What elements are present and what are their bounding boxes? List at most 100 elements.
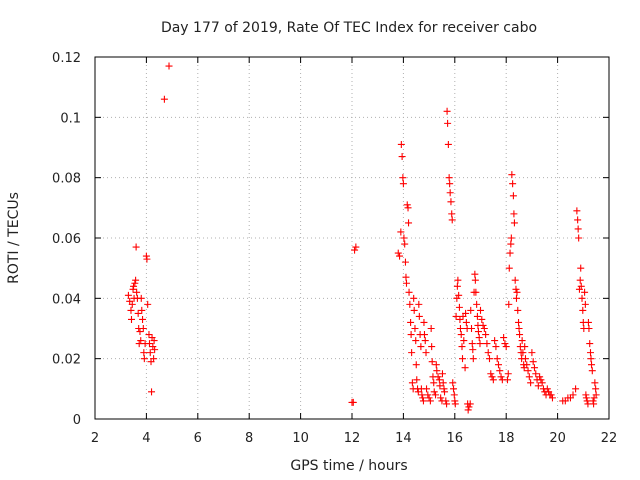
data-point — [418, 391, 426, 399]
data-point — [136, 328, 144, 336]
data-point — [419, 394, 427, 402]
data-point — [425, 394, 433, 402]
data-point — [505, 264, 513, 272]
data-point — [464, 406, 472, 414]
data-point — [415, 300, 423, 308]
data-point — [480, 325, 488, 332]
data-point — [422, 349, 430, 357]
data-point — [132, 276, 140, 284]
x-tick-label: 10 — [292, 431, 309, 446]
data-point — [482, 331, 490, 339]
data-point — [548, 394, 556, 402]
data-point — [140, 355, 148, 363]
data-point — [472, 288, 480, 296]
data-point — [537, 376, 545, 384]
data-point — [442, 397, 450, 405]
data-point — [139, 315, 147, 323]
data-point — [437, 394, 445, 402]
x-tick-label: 22 — [601, 431, 618, 446]
data-point — [401, 258, 409, 266]
data-point — [415, 312, 423, 320]
data-point — [448, 216, 456, 224]
data-point — [144, 300, 152, 308]
data-point — [451, 400, 459, 408]
chart-title: Day 177 of 2019, Rate Of TEC Index for r… — [161, 20, 537, 36]
x-tick-label: 12 — [344, 431, 361, 446]
data-point — [397, 228, 405, 236]
data-point — [432, 361, 440, 369]
data-point — [521, 355, 529, 363]
data-point — [403, 201, 411, 209]
data-point — [132, 243, 140, 251]
data-point — [435, 376, 443, 384]
data-point — [406, 300, 414, 308]
data-point — [444, 140, 452, 148]
data-point — [441, 388, 449, 396]
data-point — [530, 364, 538, 372]
y-axis-label: ROTI / TECUs — [6, 192, 22, 284]
data-point — [575, 285, 583, 293]
data-point — [450, 391, 458, 399]
data-point — [510, 219, 518, 227]
data-point — [433, 367, 441, 375]
data-point — [523, 361, 531, 369]
data-point — [351, 246, 359, 254]
data-point — [462, 309, 470, 317]
data-point — [584, 318, 592, 326]
data-point — [506, 249, 514, 257]
data-points — [124, 62, 600, 414]
data-point — [592, 391, 600, 399]
data-point — [487, 370, 495, 378]
data-point — [574, 216, 582, 224]
data-point — [528, 349, 536, 357]
data-point — [446, 180, 454, 188]
data-point — [588, 367, 596, 375]
data-point — [538, 379, 546, 387]
data-point — [396, 252, 404, 260]
data-point — [515, 325, 523, 332]
data-point — [576, 276, 584, 284]
data-point — [572, 385, 580, 393]
data-point — [458, 343, 466, 351]
data-point — [402, 273, 410, 281]
data-point — [471, 270, 479, 278]
data-point — [536, 373, 544, 381]
data-point — [460, 337, 468, 345]
data-point — [494, 361, 502, 369]
data-point — [444, 119, 452, 127]
data-point — [511, 276, 519, 284]
data-point — [419, 397, 427, 405]
data-point — [421, 337, 429, 345]
y-tick-label: 0.12 — [52, 51, 81, 66]
data-point — [445, 174, 453, 182]
data-point — [410, 294, 418, 302]
data-point — [578, 294, 586, 302]
data-point — [124, 291, 132, 299]
data-point — [507, 240, 515, 248]
data-point — [574, 225, 582, 233]
data-point — [133, 288, 141, 296]
data-point — [466, 400, 474, 408]
x-tick-label: 18 — [498, 431, 515, 446]
data-point — [411, 325, 419, 332]
data-point — [151, 346, 159, 354]
x-axis-label: GPS time / hours — [290, 458, 407, 474]
data-point — [469, 355, 477, 363]
data-point — [577, 264, 585, 272]
data-point — [477, 306, 484, 314]
data-point — [579, 306, 587, 314]
data-point — [394, 249, 402, 257]
data-point — [137, 337, 145, 345]
data-point — [398, 153, 406, 161]
data-point — [401, 240, 409, 248]
x-tick-label: 8 — [245, 431, 253, 446]
data-point — [405, 219, 413, 227]
data-point — [455, 303, 463, 311]
data-point — [516, 331, 524, 339]
data-point — [148, 388, 156, 396]
data-point — [145, 331, 153, 339]
data-point — [410, 306, 418, 314]
data-point — [150, 355, 158, 363]
data-point — [478, 315, 486, 323]
